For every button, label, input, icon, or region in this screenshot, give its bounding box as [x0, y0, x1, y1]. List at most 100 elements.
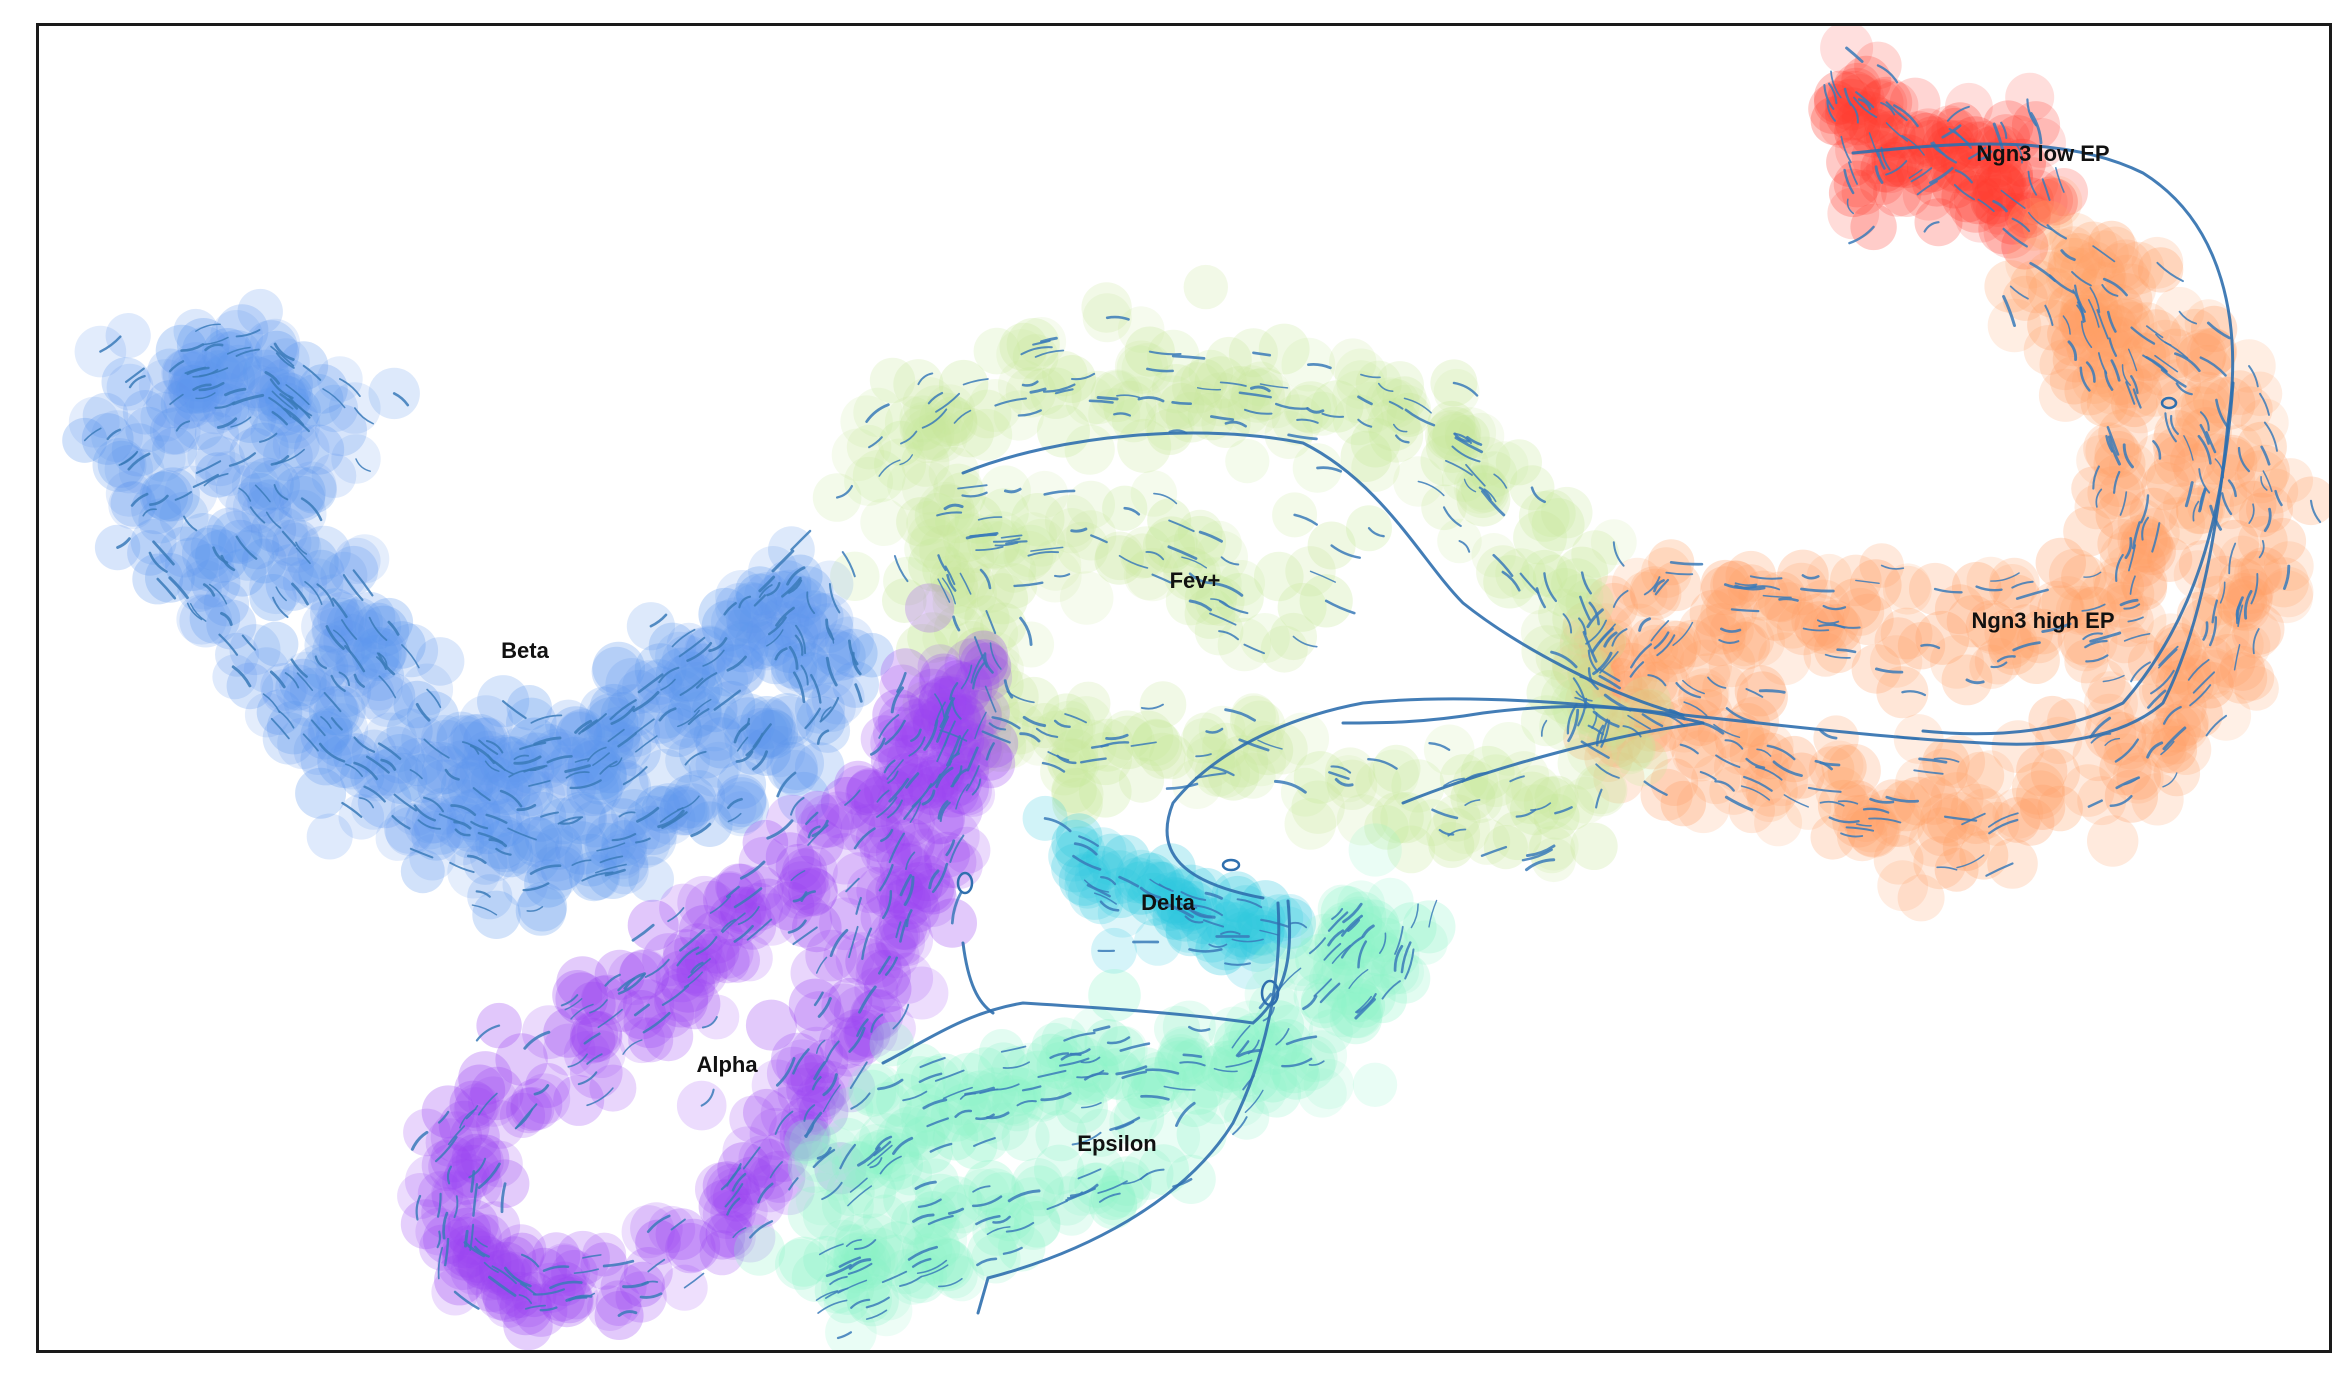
cell-point — [1874, 617, 1923, 665]
cell-point — [1511, 765, 1561, 815]
cell-point — [1881, 166, 1932, 217]
cell-point — [638, 748, 692, 802]
cell-point — [1001, 1113, 1050, 1162]
cell-point — [1171, 550, 1222, 601]
velocity-flow-curve — [961, 941, 995, 1015]
cell-point — [1902, 168, 1955, 221]
cell-point — [459, 748, 508, 796]
cell-point — [896, 497, 946, 547]
cell-point — [189, 593, 241, 644]
cell-point — [660, 654, 709, 703]
cell-point — [918, 678, 967, 727]
cell-point — [711, 597, 760, 647]
cell-point — [1518, 491, 1570, 542]
cell-point — [243, 647, 290, 693]
cell-point — [623, 995, 676, 1049]
cell-point — [415, 742, 468, 795]
cell-point — [1011, 493, 1065, 547]
cell-point — [2030, 748, 2080, 798]
cell-point — [2005, 177, 2054, 226]
cell-point — [734, 1224, 785, 1276]
cell-point — [138, 359, 193, 413]
cell-point — [2121, 522, 2172, 573]
cell-point — [152, 427, 198, 472]
cell-point — [762, 695, 816, 749]
cell-point — [954, 627, 1004, 677]
cell-point — [2063, 506, 2114, 557]
cell-point — [139, 471, 189, 520]
cell-point — [2259, 517, 2307, 565]
cell-point — [2106, 627, 2161, 681]
cell-point — [919, 653, 969, 703]
cell-point — [292, 644, 346, 698]
cell-point — [2152, 703, 2201, 753]
cell-point — [1180, 718, 1227, 764]
cell-point — [1974, 140, 2022, 188]
cell-point — [1103, 380, 1157, 434]
cell-point — [1951, 151, 2002, 202]
cell-point — [2004, 192, 2051, 239]
cell-point — [906, 500, 951, 546]
cell-point — [354, 602, 402, 650]
cell-point — [887, 459, 938, 511]
cell-point — [361, 675, 414, 727]
cell-point — [2099, 273, 2153, 327]
cell-point — [1528, 489, 1576, 538]
cell-point — [1348, 823, 1402, 877]
cell-point — [267, 544, 314, 591]
cell-point — [1884, 563, 1931, 610]
cell-point — [482, 1272, 533, 1322]
cell-point — [570, 762, 623, 815]
cell-point — [1841, 91, 1894, 144]
cell-point — [223, 530, 274, 581]
cell-point — [505, 768, 554, 817]
cell-point — [779, 605, 831, 657]
cell-point — [436, 711, 486, 761]
cell-point — [922, 484, 975, 537]
cell-point — [2016, 770, 2065, 820]
cell-point — [2074, 249, 2126, 301]
cell-point — [1513, 510, 1567, 565]
cell-point — [1934, 584, 1985, 635]
cell-point — [1975, 187, 2023, 235]
cluster-label-fev-: Fev+ — [1170, 568, 1221, 593]
cell-point — [496, 822, 547, 874]
cell-point — [2156, 629, 2207, 680]
cell-point — [1284, 798, 1337, 850]
cell-point — [1183, 736, 1236, 788]
cell-point — [788, 590, 838, 640]
cell-point — [1562, 776, 1610, 824]
cell-point — [1751, 592, 1801, 641]
cell-point — [589, 683, 638, 732]
cell-point — [2049, 356, 2099, 405]
cell-point — [1111, 398, 1157, 443]
cell-point — [2260, 570, 2313, 624]
cell-point — [1409, 799, 1457, 847]
cell-point — [757, 1130, 809, 1182]
cell-point — [853, 387, 903, 438]
cell-point — [2068, 586, 2121, 640]
cell-point — [2111, 241, 2165, 295]
velocity-streamlet — [1669, 560, 1704, 566]
cell-point — [895, 624, 950, 678]
cluster-alpha — [397, 583, 1019, 1350]
cell-point — [289, 466, 337, 514]
cell-point — [2016, 744, 2068, 797]
cell-point — [1481, 441, 1529, 489]
cell-point — [1463, 818, 1511, 865]
cell-point — [524, 812, 574, 861]
cell-point — [307, 708, 353, 754]
cell-point — [849, 632, 895, 678]
cell-point — [2258, 557, 2309, 608]
cell-point — [1956, 751, 2005, 800]
cell-point — [125, 406, 171, 453]
cluster-label-ngn3-high-ep: Ngn3 high EP — [1972, 608, 2115, 633]
cell-point — [641, 786, 690, 834]
cell-point — [754, 725, 806, 778]
cell-point — [171, 342, 221, 392]
cell-point — [312, 601, 365, 655]
cluster-label-ngn3-low-ep: Ngn3 low EP — [1976, 141, 2109, 166]
cell-point — [2185, 646, 2238, 699]
cell-point — [2055, 585, 2106, 635]
cell-point — [699, 1230, 745, 1276]
